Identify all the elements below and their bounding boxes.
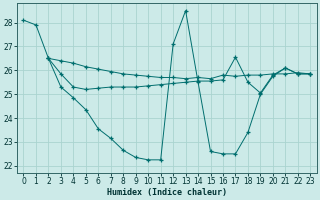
X-axis label: Humidex (Indice chaleur): Humidex (Indice chaleur) xyxy=(107,188,227,197)
